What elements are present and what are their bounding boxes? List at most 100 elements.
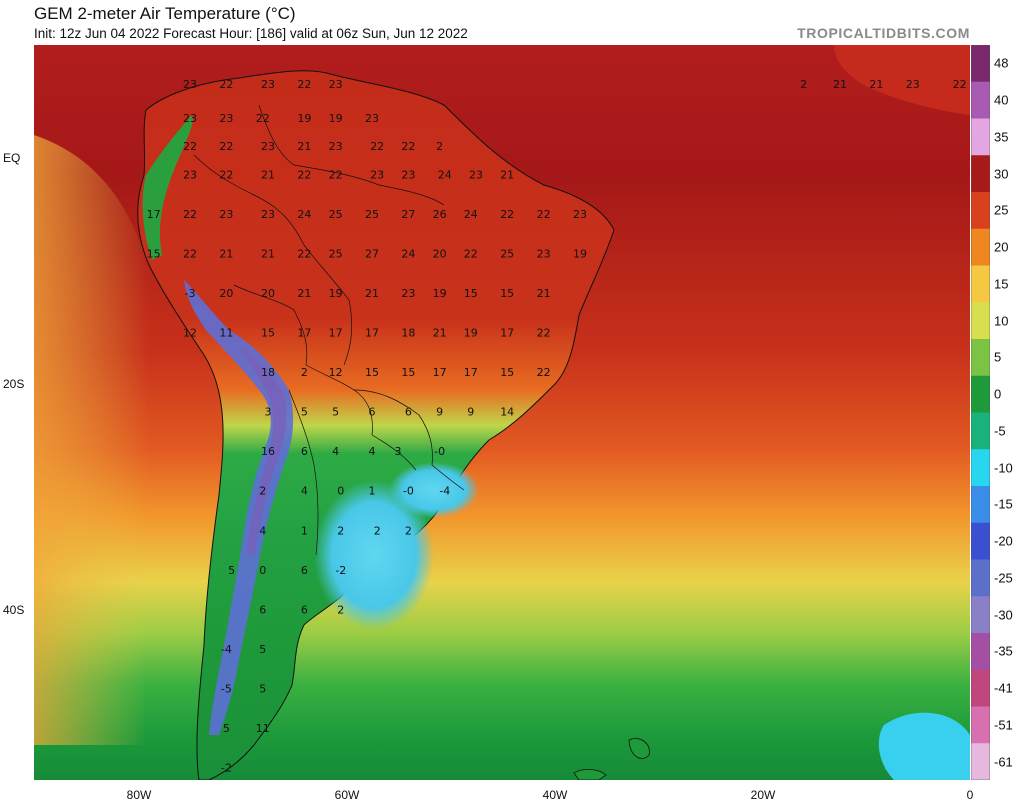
temperature-value: 22 — [500, 208, 514, 221]
temperature-value: 22 — [953, 78, 967, 91]
temperature-value: 6 — [259, 603, 266, 616]
temperature-value: 19 — [464, 327, 478, 340]
colorbar-segment — [971, 118, 990, 156]
temperature-value: 18 — [401, 327, 415, 340]
temperature-value: 22 — [297, 168, 311, 181]
temperature-value: 19 — [573, 247, 587, 260]
lon-label-0: 0 — [966, 788, 974, 802]
andes-coldest — [239, 345, 287, 555]
falklands — [573, 769, 607, 780]
temperature-value: 23 — [329, 140, 343, 153]
temperature-value: -3 — [185, 287, 196, 300]
temperature-value: 22 — [256, 112, 270, 125]
colorbar-segment — [971, 339, 990, 377]
temperature-value: 23 — [365, 112, 379, 125]
temperature-value: 23 — [183, 112, 197, 125]
temperature-value: 22 — [183, 208, 197, 221]
temperature-value: 14 — [500, 406, 514, 419]
temperature-value: 1 — [301, 524, 308, 537]
temperature-value: 20 — [219, 287, 233, 300]
temperature-value: 21 — [869, 78, 883, 91]
temperature-value: 21 — [365, 287, 379, 300]
temperature-value: 4 — [369, 445, 376, 458]
temperature-value: -4 — [439, 485, 450, 498]
temperature-value: 15 — [464, 287, 478, 300]
colorbar-label: 15 — [994, 276, 1009, 292]
temperature-value: 25 — [329, 247, 343, 260]
colorbar-segment — [971, 596, 990, 634]
temperature-value: 3 — [265, 406, 272, 419]
temperature-value: 16 — [261, 445, 275, 458]
temperature-value: 22 — [370, 140, 384, 153]
temperature-value: 25 — [500, 247, 514, 260]
temperature-value: 23 — [219, 208, 233, 221]
temperature-value: 17 — [365, 327, 379, 340]
colorbar-label: 35 — [994, 129, 1009, 145]
temperature-value: 15 — [500, 287, 514, 300]
lon-label-20w: 20W — [750, 788, 776, 802]
colorbar-segment — [971, 633, 990, 671]
temperature-value: 23 — [261, 140, 275, 153]
temperature-value: 17 — [464, 366, 478, 379]
temperature-value: 6 — [405, 406, 412, 419]
colorbar-segment — [971, 412, 990, 450]
temperature-value: 22 — [537, 366, 551, 379]
colorbar-label: 25 — [994, 202, 1009, 218]
colorbar-label: 20 — [994, 239, 1009, 255]
south-georgia — [628, 738, 650, 759]
colorbar-segment — [971, 192, 990, 230]
temperature-value: 22 — [219, 78, 233, 91]
temperature-value: 2 — [800, 78, 807, 91]
temperature-value: 4 — [332, 445, 339, 458]
lon-label-80w: 80W — [126, 788, 152, 802]
colorbar-segment — [971, 669, 990, 707]
temperature-value: -2 — [335, 564, 346, 577]
temperature-value: 22 — [329, 168, 343, 181]
temperature-value: 23 — [573, 208, 587, 221]
temperature-value: -4 — [221, 643, 232, 656]
temperature-value: 22 — [183, 247, 197, 260]
colorbar-label: -10 — [994, 460, 1013, 476]
chart-subtitle: Init: 12z Jun 04 2022 Forecast Hour: [18… — [34, 26, 468, 41]
temperature-value: 6 — [301, 445, 308, 458]
temperature-value: 22 — [401, 140, 415, 153]
lat-label-20s: 20S — [3, 377, 25, 391]
colorbar-segment — [971, 155, 990, 193]
temperature-value: 11 — [256, 722, 270, 735]
temperature-value: 5 — [301, 406, 308, 419]
temperature-value: 23 — [261, 208, 275, 221]
colorbar-label: -5 — [994, 423, 1006, 439]
lat-label-eq: EQ — [3, 151, 21, 165]
temperature-value: -0 — [434, 445, 445, 458]
temperature-value: 25 — [329, 208, 343, 221]
temperature-value: 17 — [147, 208, 161, 221]
temperature-value: 21 — [297, 140, 311, 153]
temperature-value: 23 — [469, 168, 483, 181]
temperature-value: 21 — [500, 168, 514, 181]
temperature-value: 19 — [329, 287, 343, 300]
colorbar-segment — [971, 228, 990, 266]
temperature-value: 23 — [401, 287, 415, 300]
temperature-value: 6 — [301, 603, 308, 616]
temperature-value: 22 — [183, 140, 197, 153]
temperature-value: 22 — [464, 247, 478, 260]
colorbar-label: -15 — [994, 496, 1013, 512]
temperature-value: 5 — [223, 722, 230, 735]
africa-region — [834, 45, 970, 115]
temperature-value: 24 — [464, 208, 478, 221]
colorbar-segment — [971, 265, 990, 303]
pampas-cold-pool — [314, 480, 434, 630]
temperature-value: 15 — [147, 247, 161, 260]
colorbar-label: 0 — [994, 386, 1002, 402]
temperature-value: -5 — [221, 682, 232, 695]
temperature-value: 21 — [433, 327, 447, 340]
temperature-value: -2 — [221, 762, 232, 775]
country-borders — [193, 104, 465, 556]
temperature-value: 4 — [301, 485, 308, 498]
temperature-value: 23 — [183, 78, 197, 91]
temperature-value: 5 — [259, 643, 266, 656]
uruguay-cold-pool — [389, 462, 479, 518]
temperature-value: 23 — [370, 168, 384, 181]
colorbar-label: 30 — [994, 166, 1009, 182]
